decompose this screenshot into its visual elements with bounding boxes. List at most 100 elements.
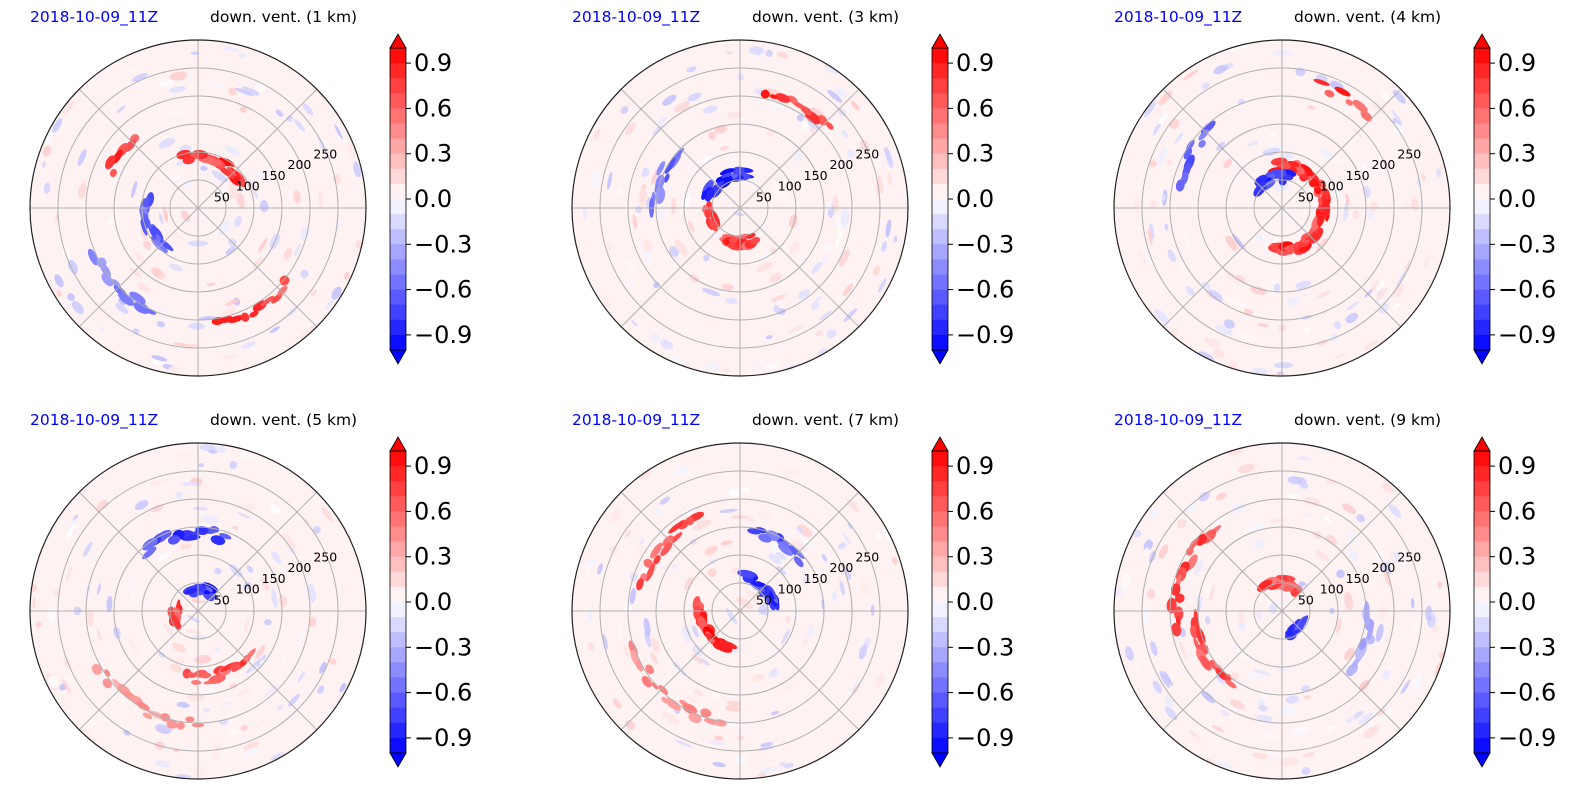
heatmap-field: [1114, 445, 1448, 775]
field-speckle: [107, 217, 113, 225]
field-speckle: [1134, 660, 1141, 672]
field-speckle: [1393, 283, 1405, 298]
colorbar-tick-label: −0.9: [414, 321, 472, 349]
field-speckle: [315, 552, 321, 564]
field-blob: [101, 273, 114, 287]
field-speckle: [750, 674, 765, 682]
field-speckle: [643, 617, 651, 637]
field-speckle: [809, 128, 815, 134]
field-speckle: [243, 741, 260, 751]
field-speckle: [179, 543, 192, 550]
field-speckle: [726, 112, 743, 119]
field-blob: [710, 210, 721, 228]
field-speckle: [620, 106, 629, 114]
field-speckle: [1164, 706, 1178, 721]
colorbar-segment: [1474, 541, 1490, 558]
field-speckle: [1185, 286, 1195, 296]
field-blob: [1166, 597, 1177, 614]
field-speckle: [150, 504, 164, 513]
colorbar-segment: [932, 571, 948, 588]
field-speckle: [587, 559, 596, 567]
field-blob: [167, 535, 181, 545]
field-blob: [1199, 655, 1212, 671]
colorbar-extend-min: [389, 349, 407, 365]
field-speckle: [638, 469, 652, 480]
field-blob: [201, 672, 212, 679]
field-blob: [208, 674, 226, 684]
colorbar-extend-max: [931, 436, 949, 452]
field-speckle: [1149, 223, 1155, 240]
colorbar-segment: [932, 647, 948, 663]
colorbar-segment: [1474, 707, 1490, 724]
field-speckle: [297, 634, 304, 649]
field-speckle: [1281, 152, 1294, 160]
field-speckle: [124, 64, 141, 73]
field-blob: [170, 614, 182, 631]
field-speckle: [1273, 283, 1281, 293]
radial-tick-label: 150: [804, 571, 828, 586]
field-speckle: [798, 524, 813, 537]
field-speckle: [1423, 254, 1431, 268]
field-speckle: [660, 339, 674, 350]
field-speckle: [642, 247, 653, 263]
field-speckle: [582, 208, 587, 220]
field-speckle: [770, 247, 777, 255]
colorbar-segment: [390, 632, 406, 648]
field-speckle: [158, 212, 164, 225]
field-speckle: [200, 165, 208, 171]
field-blob: [662, 535, 674, 547]
field-speckle: [768, 668, 780, 678]
field-speckle: [1236, 275, 1247, 283]
colorbar-tick-label: 0.9: [956, 49, 994, 77]
field-speckle: [1424, 151, 1432, 169]
field-speckle: [792, 151, 803, 162]
colorbar-segment: [1474, 319, 1490, 336]
field-speckle: [1347, 549, 1359, 562]
colorbar-segment: [932, 632, 948, 648]
field-speckle: [334, 124, 343, 140]
field-speckle: [1430, 611, 1435, 618]
field-speckle: [312, 525, 321, 534]
field-speckle: [1125, 645, 1134, 661]
field-blob: [1313, 186, 1322, 195]
field-speckle: [837, 542, 847, 550]
field-speckle: [1324, 725, 1337, 733]
radial-tick-label: 50: [1298, 592, 1314, 607]
field-speckle: [737, 735, 744, 741]
field-speckle: [653, 281, 660, 289]
field-speckle: [264, 685, 278, 697]
field-speckle: [756, 262, 774, 272]
field-speckle: [1438, 163, 1446, 171]
colorbar-segment: [390, 451, 406, 467]
field-speckle: [701, 155, 713, 164]
field-blob: [715, 641, 733, 653]
field-speckle: [641, 167, 650, 178]
field-speckle: [130, 267, 143, 279]
field-speckle: [1211, 724, 1225, 733]
colorbar-segment: [1474, 496, 1490, 512]
field-speckle: [319, 94, 325, 100]
field-blob: [1171, 622, 1182, 637]
colorbar-tick-label: 0.3: [414, 140, 452, 168]
field-blob: [660, 542, 673, 557]
field-speckle: [760, 742, 773, 748]
field-speckle: [662, 94, 677, 106]
colorbar-segment: [932, 153, 948, 170]
field-speckle: [635, 160, 645, 178]
colorbar-extend-min: [931, 349, 949, 365]
field-speckle: [1383, 569, 1392, 587]
field-speckle: [1391, 109, 1403, 125]
angular-gridline: [739, 491, 860, 612]
field-speckle: [1229, 699, 1246, 710]
field-blob: [664, 157, 676, 175]
colorbar-segment: [390, 289, 406, 306]
field-speckle: [758, 511, 773, 520]
colorbar-tick-label: 0.9: [414, 49, 452, 77]
colorbar-extend-min: [1473, 752, 1491, 768]
field-speckle: [1232, 233, 1245, 250]
field-speckle: [591, 169, 599, 189]
field-speckle: [1247, 671, 1262, 680]
angular-gridline: [1281, 491, 1402, 612]
angular-gridline: [78, 610, 199, 731]
